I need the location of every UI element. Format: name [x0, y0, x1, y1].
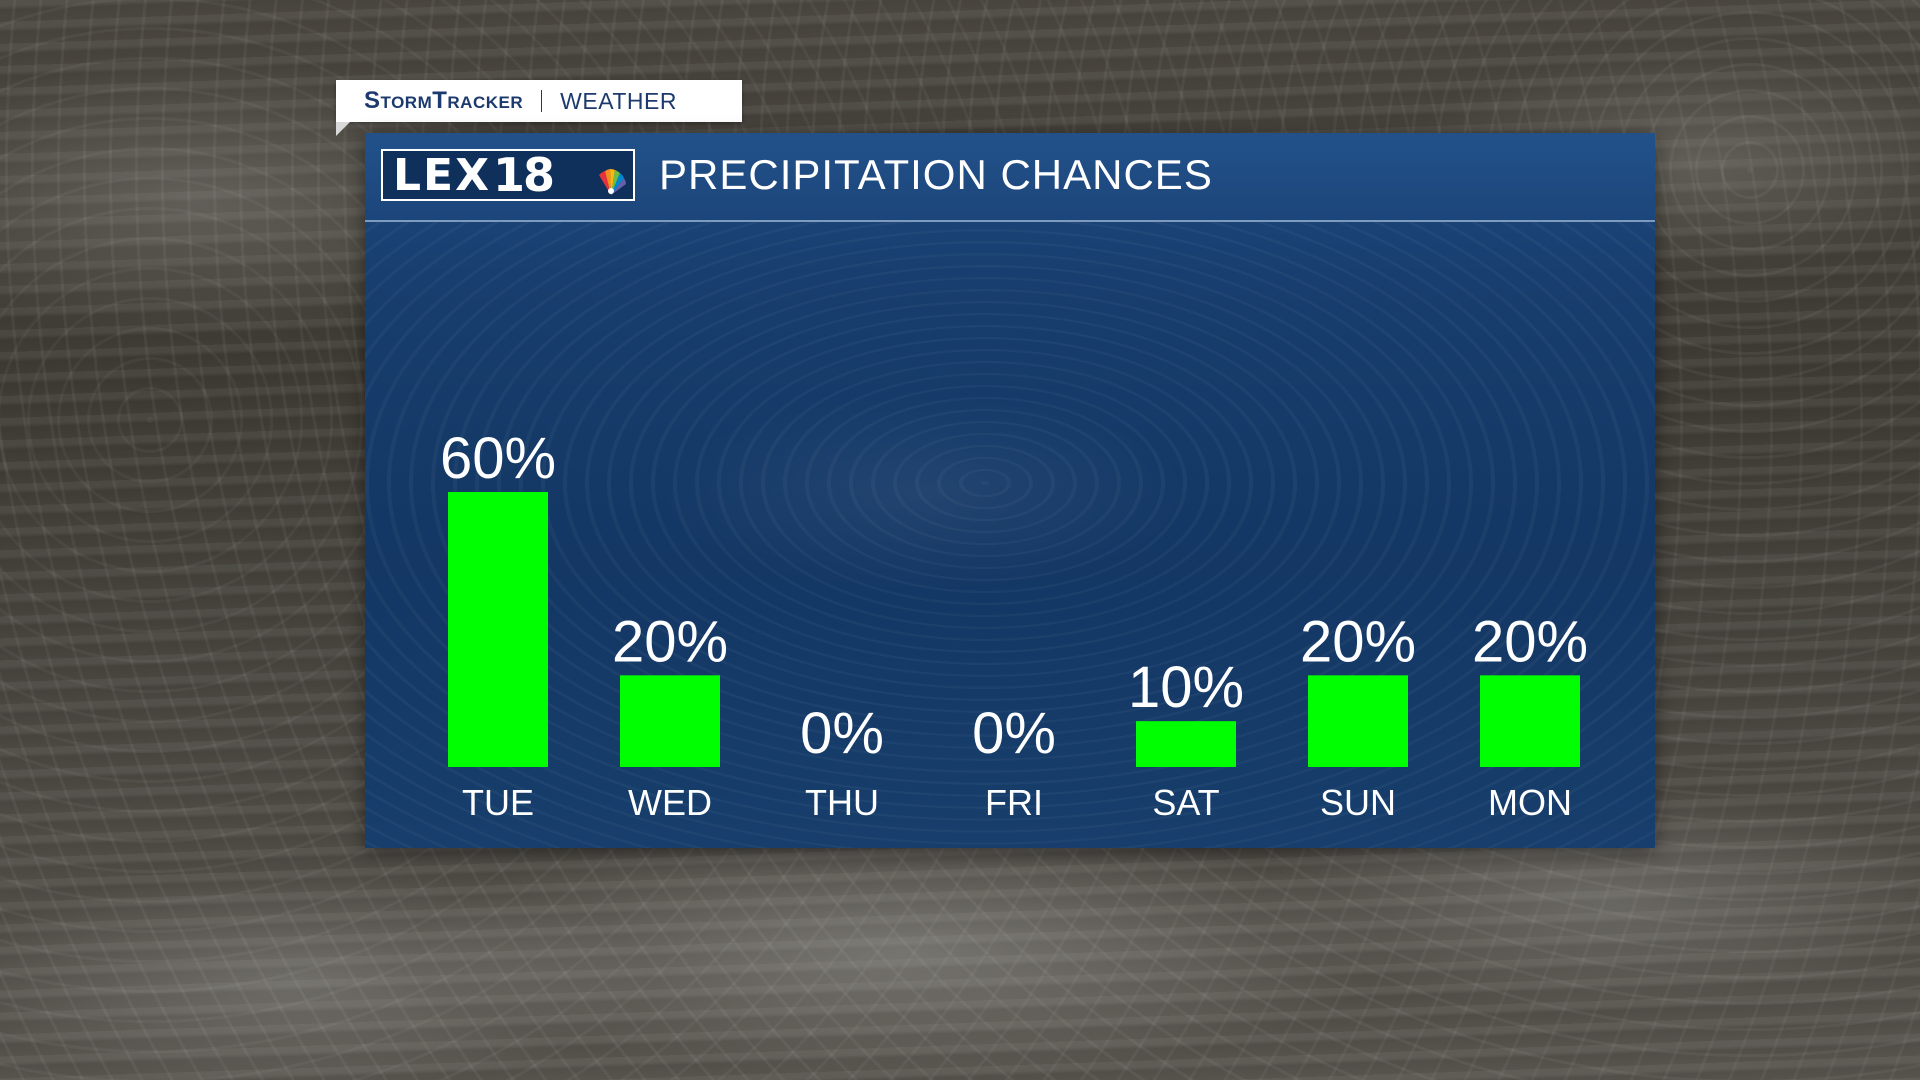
panel-title: PRECIPITATION CHANCES: [659, 151, 1213, 198]
panel-header: LEX 18 PRECIPITATION CHANCES: [365, 133, 1655, 222]
value-label-sun: 20%: [1300, 609, 1416, 674]
peacock-icon: [599, 169, 626, 195]
value-label-tue: 60%: [440, 426, 556, 491]
brand-name: StormTracker: [364, 87, 524, 114]
bar-mon: [1480, 675, 1580, 767]
brand-section: WEATHER: [560, 87, 677, 114]
day-label-wed: WED: [628, 782, 712, 823]
value-label-thu: 0%: [800, 701, 884, 766]
day-label-fri: FRI: [985, 782, 1043, 823]
day-label-mon: MON: [1488, 782, 1572, 823]
day-label-thu: THU: [805, 782, 879, 823]
day-label-sun: SUN: [1320, 782, 1396, 823]
bar-sun: [1308, 675, 1408, 767]
bar-tue: [448, 492, 548, 767]
day-label-tue: TUE: [462, 782, 534, 823]
stormtracker-tag: StormTracker WEATHER: [336, 80, 742, 136]
bar-sat: [1136, 721, 1236, 767]
value-label-wed: 20%: [612, 609, 728, 674]
precipitation-panel: LEX 18 PRECIPITATION CHANCES 60% TUE 20% WE…: [365, 133, 1655, 848]
value-label-fri: 0%: [972, 701, 1056, 766]
station-logo: LEX 18: [381, 149, 635, 201]
value-label-sat: 10%: [1128, 655, 1244, 720]
day-label-sat: SAT: [1152, 782, 1219, 823]
brand-divider: [541, 90, 543, 112]
precipitation-bar-chart: 60% TUE 20% WED 0% THU 0% FRI 10% SAT 20% SUN 20% MON: [440, 426, 1588, 823]
value-label-mon: 20%: [1472, 609, 1588, 674]
bar-wed: [620, 675, 720, 767]
logo-letters: LEX: [393, 149, 492, 201]
logo-number: 18: [493, 149, 555, 201]
